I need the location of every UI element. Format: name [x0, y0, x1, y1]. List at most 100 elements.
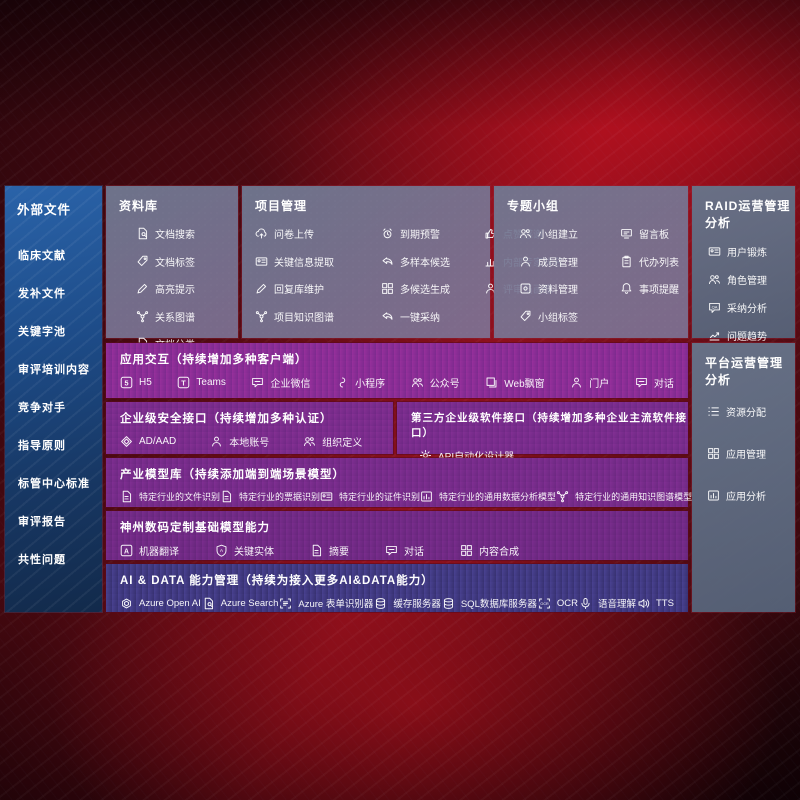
bell-icon	[620, 282, 633, 295]
feature-item: 特定行业的票据识别	[220, 490, 320, 503]
tts-icon	[637, 597, 650, 610]
sidebar-items: 临床文献 发补文件 关键字池 审评培训内容 竞争对手 指导原则 标管中心标准 审评报告 共性问题	[18, 247, 102, 567]
feature-item: 对话	[385, 543, 424, 558]
grid-icon	[707, 447, 720, 460]
row-items: AD/AAD 本地账号 组织定义	[106, 426, 393, 449]
feature-item: SQL数据库服务器	[442, 596, 537, 610]
doc-icon	[310, 544, 323, 557]
panel-title: 资料库	[119, 199, 159, 213]
person-icon	[519, 255, 532, 268]
svg-text:T: T	[182, 378, 187, 387]
album-icon	[519, 282, 532, 295]
feature-item: 多候选生成	[381, 281, 484, 296]
feature-item: 语音理解	[579, 596, 636, 610]
feature-item: Azure 表单识别器	[279, 596, 373, 610]
feature-item: 一键采纳	[381, 309, 484, 324]
pen-icon	[255, 282, 268, 295]
sidebar-item: 竞争对手	[18, 402, 66, 414]
panel-library: 资料库 文档搜索文档标签高亮提示关系图谱文档分类	[106, 186, 238, 351]
chat-icon	[385, 544, 398, 557]
sidebar-item: 审评报告	[18, 516, 66, 528]
person-icon	[484, 282, 497, 295]
sidebar-item: 指导原则	[18, 440, 66, 452]
row-title: 企业级安全接口（持续增加多种认证）	[120, 413, 333, 425]
people-icon	[303, 435, 316, 448]
row-title: 产业模型库（持续添加端到端场景模型）	[120, 469, 345, 481]
svg-text:5: 5	[124, 378, 128, 387]
rank-icon	[484, 255, 497, 268]
panel-title: 项目管理	[255, 199, 308, 213]
panel-title: 专题小组	[507, 199, 560, 213]
db-icon	[374, 597, 387, 610]
feature-item: 文档标签	[136, 254, 238, 269]
row-base-model-capabilities: 神州数码定制基础模型能力 A 机器翻译 A 关键实体 摘要 对话 内容合成	[106, 511, 688, 560]
row-items: 5 H5 T Teams 企业微信 小程序 公众号 Web飘窗 门户 对话	[106, 367, 688, 390]
card-icon	[708, 245, 721, 258]
qa-icon: QA	[708, 301, 721, 314]
feature-item: 5 H5	[120, 376, 152, 389]
svg-text:OCR: OCR	[540, 602, 549, 606]
graph-icon	[255, 310, 268, 323]
feature-item: 特定行业的通用数据分析模型	[420, 490, 556, 503]
panel-items: 问卷上传到期预警点赞感谢关键信息提取多样本候选内部专家排名回复库维护多候选生成评…	[242, 214, 563, 324]
feature-item: T Teams	[177, 376, 226, 389]
row-items: A 机器翻译 A 关键实体 摘要 对话 内容合成	[106, 535, 688, 558]
feature-item: 项目知识图谱	[255, 309, 381, 324]
feature-item: 小组建立	[519, 226, 620, 241]
chart-icon	[707, 489, 720, 502]
feature-item: 留言板	[620, 226, 688, 241]
svg-text:A: A	[220, 548, 224, 554]
feature-item: 多样本候选	[381, 254, 484, 269]
row-items: 特定行业的文件识别 特定行业的票据识别 特定行业的证件识别 特定行业的通用数据分析模型…	[106, 482, 692, 503]
tag-icon	[136, 255, 149, 268]
feature-item: 门户	[570, 375, 609, 390]
sidebar-item: 关键字池	[18, 326, 66, 338]
feature-item: 缓存服务器	[374, 596, 441, 610]
feature-item: 特定行业的文件识别	[120, 490, 220, 503]
row-title: 第三方企业级软件接口（持续增加多种企业主流软件接口）	[411, 412, 687, 439]
feature-item: OCR OCR	[538, 597, 578, 610]
sidebar-item: 共性问题	[18, 554, 66, 566]
feature-item: 企业微信	[251, 375, 310, 390]
architecture-diagram: 外部文件 临床文献 发补文件 关键字池 审评培训内容 竞争对手 指导原则 标管中心标准 审评报…	[5, 186, 795, 612]
graph-icon	[556, 490, 569, 503]
reply-icon	[381, 255, 394, 268]
openai-icon	[120, 597, 133, 610]
feature-item: 回复库维护	[255, 281, 381, 296]
alarm-icon	[381, 227, 394, 240]
db-icon	[442, 597, 455, 610]
ocr-icon: OCR	[538, 597, 551, 610]
scan-icon	[279, 597, 292, 610]
feature-item: 代办列表	[620, 254, 688, 269]
feature-item: 到期预警	[381, 226, 484, 241]
trend-icon	[708, 329, 721, 342]
list-icon	[707, 405, 720, 418]
reply-icon	[381, 310, 394, 323]
chat-icon	[635, 376, 648, 389]
feature-item: 本地账号	[210, 434, 269, 449]
grid-icon	[460, 544, 473, 557]
feature-item: Web飘窗	[485, 375, 545, 390]
panel-project-management: 项目管理 问卷上传到期预警点赞感谢关键信息提取多样本候选内部专家排名回复库维护多…	[242, 186, 563, 338]
card-icon	[255, 255, 268, 268]
shield-icon: A	[215, 544, 228, 557]
doc-icon	[220, 490, 233, 503]
row-title: 神州数码定制基础模型能力	[120, 522, 270, 534]
feature-item: A 关键实体	[215, 543, 274, 558]
svg-text:A: A	[124, 548, 129, 555]
sidebar-external-files: 外部文件 临床文献 发补文件 关键字池 审评培训内容 竞争对手 指导原则 标管中心标准 审评报…	[5, 186, 102, 612]
sidebar-item: 审评培训内容	[18, 364, 90, 376]
person-icon	[210, 435, 223, 448]
feature-item: 用户锻炼	[708, 244, 795, 259]
feature-item: 摘要	[310, 543, 349, 558]
panel-items: 资源分配 应用管理 应用分析	[692, 388, 795, 503]
people-icon	[708, 273, 721, 286]
pen-icon	[136, 282, 149, 295]
graph-icon	[136, 310, 149, 323]
feature-item: 应用分析	[707, 488, 795, 503]
sidebar-title: 外部文件	[17, 203, 72, 217]
teams-icon: T	[177, 376, 190, 389]
people-icon	[519, 227, 532, 240]
row-app-interaction: 应用交互（持续增加多种客户端） 5 H5 T Teams 企业微信 小程序 公众号 Web飘窗…	[106, 343, 688, 398]
